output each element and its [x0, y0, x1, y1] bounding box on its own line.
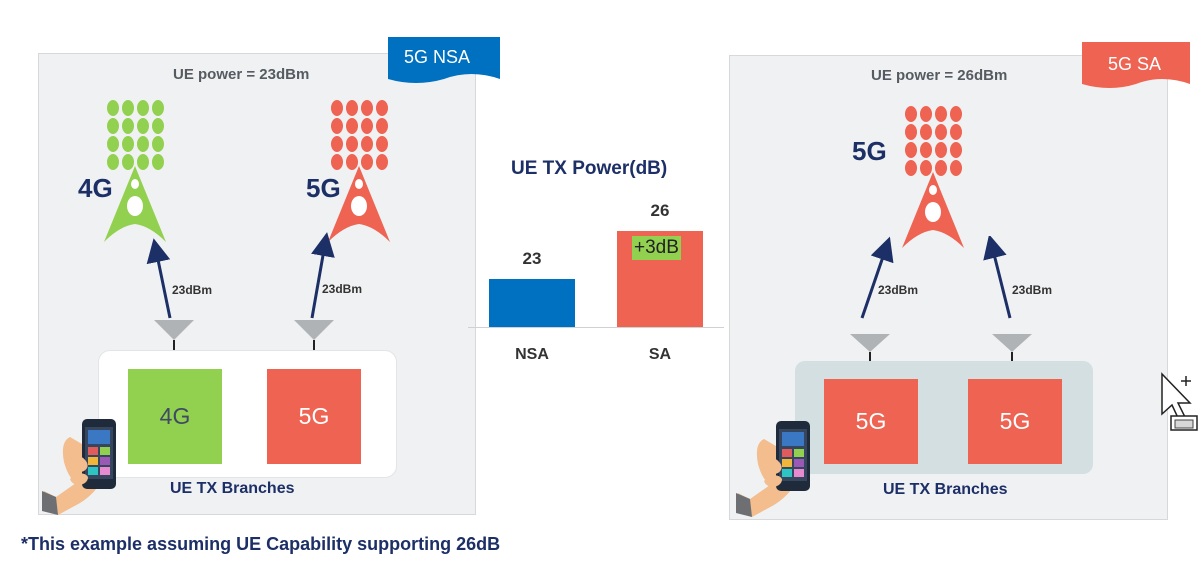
sa-link-right-label: 23dBm	[1012, 283, 1053, 297]
sa-branch-5g-left: 5G	[824, 379, 918, 464]
nsa-link-left-label: 23dBm	[172, 283, 213, 297]
nsa-power-label: UE power = 23dBm	[173, 66, 310, 83]
footnote: *This example assuming UE Capability sup…	[21, 534, 501, 554]
sa-branch-left-label: 5G	[855, 408, 887, 434]
chart-title: UE TX Power(dB)	[511, 158, 668, 179]
nsa-badge: 5G NSA	[404, 47, 471, 67]
chart-baseline	[468, 327, 724, 328]
sa-uplink-arrows	[860, 236, 1012, 319]
nsa-branches-caption: UE TX Branches	[170, 480, 295, 497]
nsa-branch-5g: 5G	[267, 369, 361, 464]
plus-3db-text: +3dB	[634, 237, 679, 258]
sa-link-left-label: 23dBm	[878, 283, 919, 297]
bar-nsa	[489, 279, 575, 327]
nsa-tower-5g-label: 5G	[306, 173, 341, 203]
nsa-badge-flag	[388, 37, 500, 83]
cat-nsa-label: NSA	[515, 346, 549, 363]
cell-tower-icon	[902, 106, 964, 248]
cell-tower-icon	[328, 100, 390, 242]
bar-nsa-value: 23	[522, 249, 542, 268]
bar-sa-value: 26	[650, 201, 670, 220]
nsa-branch-4g: 4G	[128, 369, 222, 464]
nsa-branch-5g-label: 5G	[298, 403, 330, 429]
cell-tower-icon	[104, 100, 166, 242]
sa-power-label: UE power = 26dBm	[871, 67, 1008, 84]
smartphone-hand-icon	[736, 421, 810, 517]
mouse-cursor-icon	[1161, 372, 1198, 431]
nsa-uplink-arrows	[146, 232, 335, 319]
sa-branch-right-label: 5G	[999, 408, 1031, 434]
nsa-tower-4g-label: 4G	[78, 173, 113, 203]
nsa-branch-4g-label: 4G	[159, 403, 191, 429]
smartphone-hand-icon	[42, 419, 116, 515]
sa-branches-caption: UE TX Branches	[883, 481, 1008, 498]
nsa-link-right-label: 23dBm	[322, 282, 363, 296]
sa-badge: 5G SA	[1108, 54, 1162, 74]
cat-sa-label: SA	[648, 346, 672, 363]
plus-3db-annotation: +3dB	[632, 236, 681, 260]
sa-badge-flag	[1082, 42, 1190, 88]
sa-branch-5g-right: 5G	[968, 379, 1062, 464]
sa-tower-label: 5G	[852, 136, 887, 166]
